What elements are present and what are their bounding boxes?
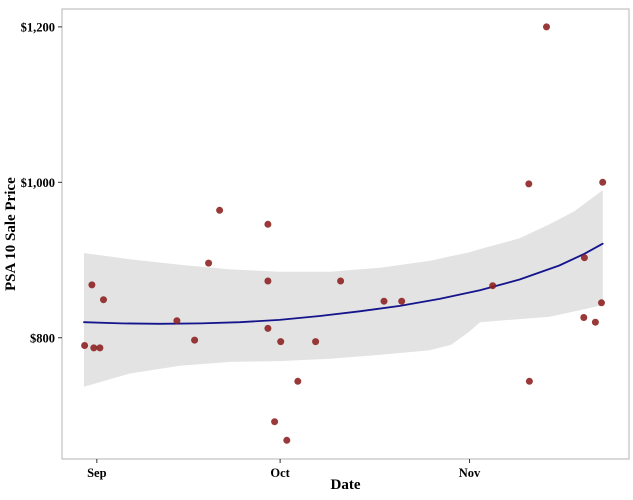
data-point [191,336,199,344]
data-point [525,377,533,385]
data-point [264,220,272,228]
data-point [264,277,272,285]
data-point [398,297,406,305]
data-point [81,342,89,349]
data-point [580,254,588,262]
data-point [580,314,588,321]
data-point [489,282,497,290]
data-point [277,338,285,346]
data-point [598,299,605,307]
panel-border [61,8,630,460]
data-point [216,206,224,214]
data-point [283,436,291,444]
x-tick-label: Sep [87,466,107,480]
data-point [525,180,533,188]
trend-line [83,242,604,325]
data-point [90,344,98,352]
y-tick-label: $1,000 [21,176,55,190]
data-point [294,377,302,385]
data-point [380,297,388,305]
x-tick-label: Nov [459,466,481,480]
x-tick-label: Oct [270,466,290,480]
x-axis-title: Date [330,477,361,493]
data-point [599,178,607,186]
data-point [96,344,104,352]
data-point [205,259,213,267]
y-tick-label: $800 [30,331,55,345]
data-point [591,318,599,326]
data-point [88,281,96,289]
data-point [173,317,181,325]
data-point [264,324,272,332]
y-tick-label: $1,200 [21,20,55,34]
confidence-band [83,190,603,387]
y-axis-title: PSA 10 Sale Price [3,177,19,291]
data-point [100,296,107,304]
data-point [312,338,320,346]
data-point [543,23,550,31]
data-point [271,418,279,426]
data-point [337,277,345,285]
